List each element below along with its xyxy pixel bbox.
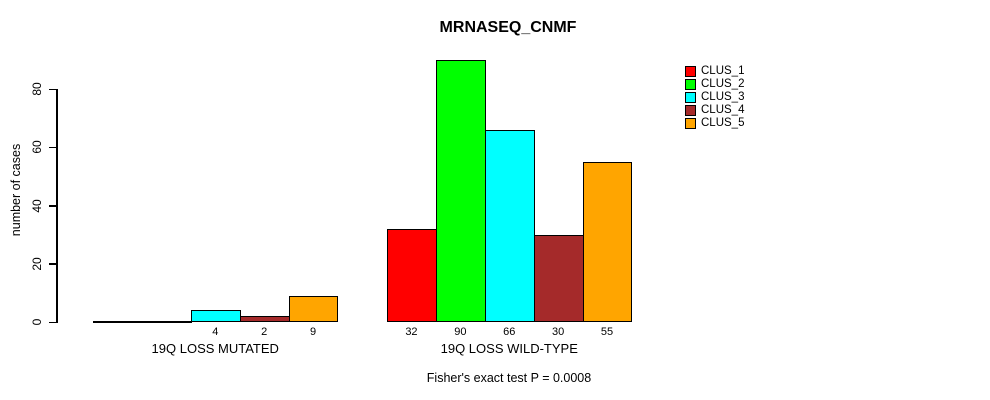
y-axis-tick [49, 88, 56, 90]
bar-value-label: 90 [454, 326, 467, 338]
legend-item-label: CLUS_5 [701, 117, 745, 129]
legend-swatch [685, 79, 696, 90]
bar-value-label: 2 [261, 326, 268, 338]
bar-value-label: 9 [309, 326, 317, 338]
y-axis-tick [49, 263, 56, 265]
legend-item-label: CLUS_2 [701, 78, 745, 90]
x-category-label: 19Q LOSS MUTATED [151, 341, 279, 356]
y-axis-tick-label: 80 [30, 82, 44, 96]
y-axis-tick [49, 146, 56, 149]
bar-value-label: 4 [212, 326, 219, 338]
chart-title: MRNASEQ_CNMF [439, 19, 577, 36]
bar [582, 162, 633, 322]
footnote: Fisher's exact test P = 0.0008 [426, 371, 592, 385]
bar [239, 316, 290, 322]
bar [533, 235, 584, 322]
legend-swatch [685, 92, 696, 103]
bar [93, 321, 143, 323]
bar [190, 310, 241, 322]
legend-swatch [685, 105, 696, 116]
bar [435, 60, 486, 322]
y-axis-tick-label: 0 [30, 318, 44, 326]
bar [387, 229, 437, 322]
legend-item-label: CLUS_1 [701, 65, 745, 77]
x-category-label: 19Q LOSS WILD-TYPE [440, 341, 578, 356]
y-axis-tick-label: 40 [30, 198, 44, 213]
bar-value-label: 32 [405, 326, 418, 338]
bar-value-label: 30 [552, 326, 565, 338]
y-axis-tick [49, 321, 56, 323]
y-axis-tick [49, 205, 56, 207]
y-axis-tick-label: 20 [30, 257, 44, 271]
y-axis-line [56, 89, 58, 323]
bar [288, 296, 339, 322]
legend-swatch [685, 66, 696, 77]
legend-item-label: CLUS_4 [701, 104, 745, 116]
bar [484, 130, 535, 322]
legend-swatch [685, 118, 696, 129]
bar-value-label: 66 [503, 326, 516, 338]
bar [141, 321, 192, 323]
bar-value-label: 55 [600, 326, 614, 338]
legend-item-label: CLUS_3 [701, 91, 745, 103]
y-axis-tick-label: 60 [30, 140, 44, 154]
